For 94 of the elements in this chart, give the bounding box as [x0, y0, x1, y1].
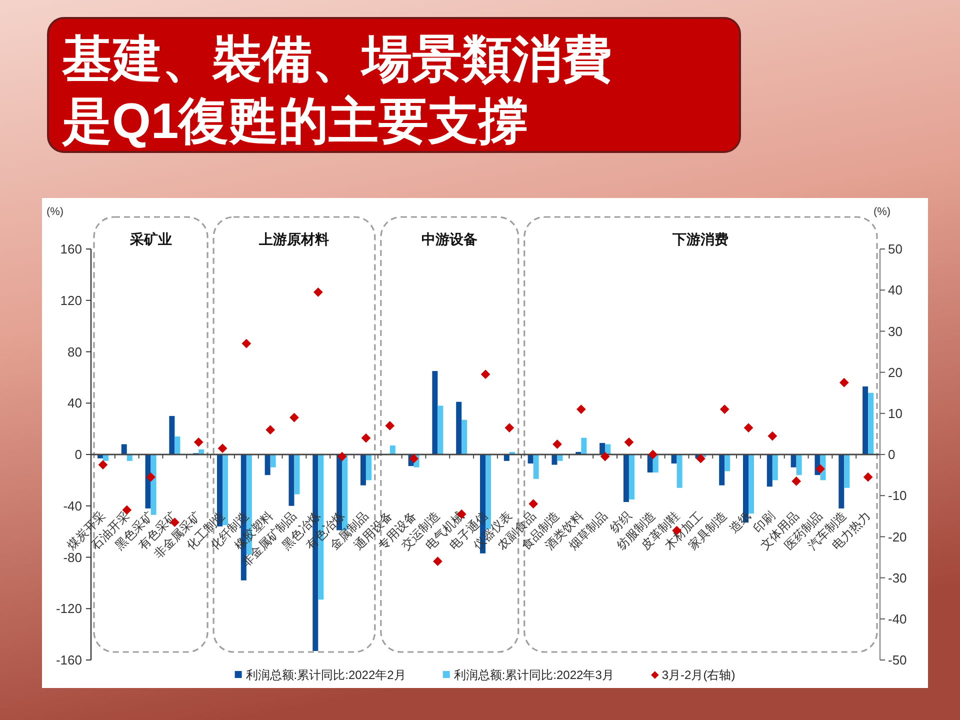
- point: [528, 499, 538, 509]
- point: [361, 433, 371, 443]
- bar: [719, 454, 725, 486]
- bar: [862, 386, 868, 454]
- bar: [600, 442, 606, 454]
- bar: [796, 454, 802, 476]
- point: [266, 425, 276, 435]
- point: [648, 450, 658, 460]
- bar: [174, 436, 180, 454]
- y2-tick-label: 30: [888, 324, 902, 339]
- bar: [264, 454, 270, 476]
- y2-tick-label: 10: [888, 406, 902, 421]
- point: [504, 423, 514, 432]
- y2-tick-label: -40: [888, 611, 907, 626]
- y-tick-label: -40: [63, 498, 82, 514]
- point: [98, 460, 108, 470]
- legend-label: 3月-2月(右轴): [662, 668, 736, 682]
- bar: [360, 454, 366, 486]
- bar: [844, 454, 850, 488]
- text: 下游消费: [672, 231, 729, 247]
- bar: [676, 454, 682, 488]
- bar: [766, 454, 772, 487]
- y-axis-title: (%): [46, 206, 64, 218]
- y2-tick-label: -20: [888, 529, 907, 544]
- bar: [169, 416, 175, 454]
- point: [337, 452, 347, 462]
- bar: [623, 454, 629, 502]
- bar: [605, 444, 611, 454]
- point: [720, 404, 730, 414]
- y-tick-label: -80: [63, 550, 82, 565]
- point: [696, 454, 706, 464]
- bar: [438, 406, 444, 454]
- point: [792, 476, 802, 486]
- point: [218, 444, 228, 454]
- text: 中游设备: [422, 231, 478, 247]
- y-tick-label: -120: [56, 601, 82, 616]
- y-tick-label: 40: [68, 396, 82, 411]
- point: [600, 452, 610, 462]
- point: [242, 338, 252, 348]
- legend-label: 利润总额:累计同比:2022年2月: [246, 668, 406, 682]
- y2-tick-label: 0: [888, 447, 896, 462]
- point: [624, 437, 634, 447]
- bar: [288, 454, 294, 506]
- y2-tick-label: -10: [888, 488, 907, 504]
- point: [576, 404, 586, 414]
- point: [194, 437, 204, 447]
- text: 采矿业: [128, 231, 172, 247]
- point: [146, 472, 156, 482]
- bar: [121, 444, 127, 454]
- y-tick-label: 80: [68, 344, 82, 360]
- x-tick-label: 造纸: [726, 508, 754, 536]
- bar: [366, 454, 372, 480]
- bar: [390, 446, 396, 454]
- legend-label: 利润总额:累计同比:2022年3月: [454, 668, 614, 682]
- bar: [868, 392, 874, 454]
- point: [409, 454, 418, 464]
- bar: [456, 402, 462, 454]
- y2-tick-label: 40: [888, 282, 902, 298]
- y2-axis-title: (%): [873, 206, 891, 218]
- bar: [772, 454, 778, 480]
- point: [385, 421, 395, 430]
- y-tick-label: 160: [60, 242, 82, 257]
- bar: [533, 454, 539, 479]
- chart-title: 基建、裝備、場景類消費是Q1復甦的主要支撐: [61, 31, 612, 149]
- point: [816, 464, 825, 474]
- bar: [581, 438, 587, 454]
- bar: [294, 454, 300, 494]
- point: [744, 423, 754, 432]
- bar: [462, 420, 468, 454]
- bar: [790, 454, 796, 468]
- y2-tick-label: 20: [888, 364, 902, 380]
- y-tick-label: 0: [74, 447, 82, 462]
- bar: [270, 454, 276, 468]
- y2-tick-label: 50: [888, 242, 902, 257]
- bar: [145, 454, 151, 508]
- bar: [432, 371, 438, 454]
- point: [839, 378, 849, 388]
- y-tick-label: 120: [60, 292, 82, 308]
- bar: [838, 454, 844, 508]
- text: 上游原材料: [258, 231, 330, 247]
- bar: [150, 454, 156, 515]
- point: [313, 287, 323, 297]
- bar: [724, 454, 730, 472]
- point: [552, 440, 562, 449]
- y2-tick-label: -30: [888, 570, 907, 586]
- point: [768, 431, 778, 441]
- point: [432, 556, 442, 566]
- y2-tick-label: -50: [888, 652, 907, 668]
- bar: [628, 454, 634, 500]
- bar: [552, 454, 558, 465]
- point: [480, 370, 490, 380]
- point: [290, 412, 299, 422]
- point: [863, 472, 873, 482]
- y-tick-label: -160: [56, 652, 82, 668]
